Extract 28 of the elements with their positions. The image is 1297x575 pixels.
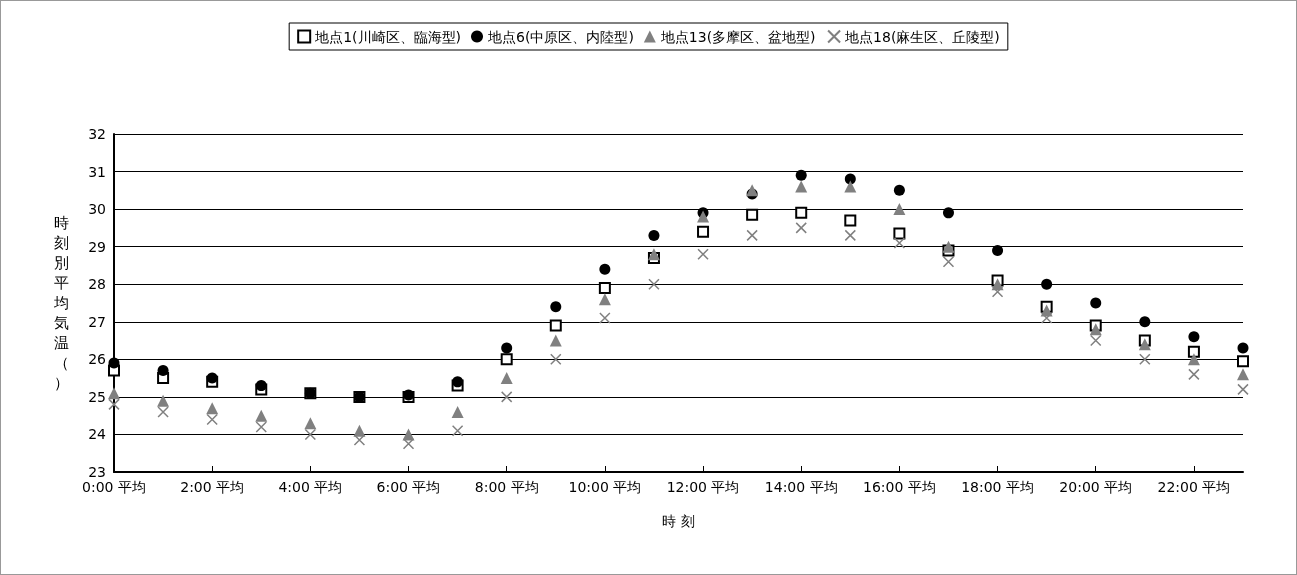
y-tick-label: 29 xyxy=(88,238,106,255)
x-tick-label: 6:00 平均 xyxy=(376,479,441,495)
y-tick-label: 31 xyxy=(88,163,106,180)
x-tick-label: 8:00 平均 xyxy=(474,479,539,495)
y-tick-label: 25 xyxy=(88,388,106,405)
legend-label: 地点1(川崎区、臨海型) xyxy=(314,28,462,45)
legend-label: 地点18(麻生区、丘陵型) xyxy=(844,28,1000,45)
x-tick-label: 16:00 平均 xyxy=(862,479,936,495)
x-tick-label: 12:00 平均 xyxy=(666,479,740,495)
y-tick-label: 26 xyxy=(88,351,107,368)
x-tick-label: 4:00 平均 xyxy=(278,479,343,495)
y-tick-label: 30 xyxy=(88,201,106,218)
legend-label: 地点13(多摩区、盆地型) xyxy=(659,28,816,45)
x-tick-label: 22:00 平均 xyxy=(1157,479,1231,495)
x-tick-label: 2:00 平均 xyxy=(180,479,245,495)
x-axis-title: 時 刻 xyxy=(662,513,695,529)
x-tick-label: 0:00 平均 xyxy=(82,479,146,495)
y-tick-label: 28 xyxy=(88,276,106,293)
y-tick-label: 32 xyxy=(88,126,106,142)
x-tick-label: 18:00 平均 xyxy=(961,479,1034,495)
x-tick-label: 10:00 平均 xyxy=(568,479,642,495)
y-tick-label: 23 xyxy=(88,464,106,480)
x-tick-label: 14:00 平均 xyxy=(764,479,838,495)
x-tick-label: 20:00 平均 xyxy=(1059,479,1133,495)
y-tick-label: 27 xyxy=(88,313,106,330)
y-tick-label: 24 xyxy=(88,426,107,443)
text: 時刻別平均気温（） xyxy=(54,214,69,392)
legend-label: 地点6(中原区、内陸型) xyxy=(487,28,634,45)
